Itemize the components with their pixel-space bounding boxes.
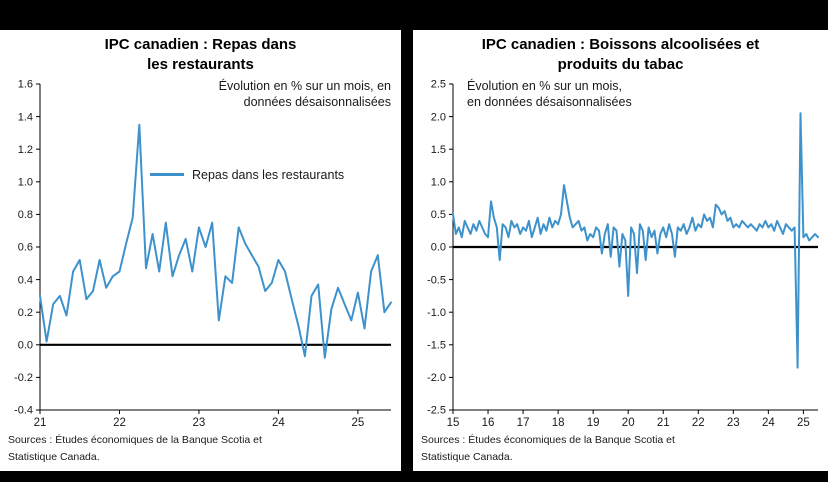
- legend-label: Repas dans les restaurants: [192, 167, 345, 182]
- svg-text:1.0: 1.0: [18, 176, 33, 188]
- svg-text:0.6: 0.6: [18, 241, 33, 253]
- svg-text:0.4: 0.4: [18, 274, 33, 286]
- chart-panel-alcohol-tobacco: IPC canadien : Boissons alcoolisées et p…: [413, 30, 828, 471]
- chart-title-alcohol-tobacco: IPC canadien : Boissons alcoolisées et p…: [481, 36, 760, 74]
- line-chart-restaurants: Évolution en % sur un mois, en données d…: [0, 76, 401, 430]
- chart-annotation: Évolution en % sur un mois, en données d…: [218, 78, 391, 110]
- svg-text:0.2: 0.2: [18, 306, 33, 318]
- svg-text:22: 22: [692, 417, 705, 429]
- svg-text:0.8: 0.8: [18, 209, 33, 221]
- line-chart-alcohol-tobacco: Évolution en % sur un mois, en données d…: [413, 76, 828, 430]
- svg-text:1.5: 1.5: [431, 143, 446, 155]
- svg-text:20: 20: [622, 417, 635, 429]
- svg-text:17: 17: [517, 417, 530, 429]
- sources-note: Sources : Études économiques de la Banqu…: [421, 434, 675, 463]
- svg-text:22: 22: [113, 417, 126, 429]
- chart-panel-restaurants: IPC canadien : Repas dans les restaurant…: [0, 30, 401, 471]
- svg-text:1.2: 1.2: [18, 143, 33, 155]
- svg-text:21: 21: [657, 417, 670, 429]
- svg-text:2.0: 2.0: [431, 111, 446, 123]
- chart-svg: -0.4 -0.2 0.0 0.2 0.4 0.6 0.8 1.0 1.2 1.4 1.6 21 22 2…: [14, 78, 392, 429]
- svg-text:16: 16: [482, 417, 495, 429]
- svg-text:24: 24: [762, 417, 775, 429]
- svg-text:15: 15: [447, 417, 460, 429]
- legend-line-swatch: [150, 173, 184, 176]
- svg-text:25: 25: [351, 417, 364, 429]
- svg-text:21: 21: [34, 417, 47, 429]
- chart-title-restaurants: IPC canadien : Repas dans les restaurant…: [104, 36, 297, 74]
- svg-text:-1.5: -1.5: [427, 339, 446, 351]
- chart-annotation: Évolution en % sur un mois, en données d…: [467, 78, 632, 110]
- chart-legend: Repas dans les restaurants: [150, 168, 344, 182]
- svg-text:-0.5: -0.5: [427, 274, 446, 286]
- svg-text:-2.0: -2.0: [427, 372, 446, 384]
- svg-text:2.5: 2.5: [431, 78, 446, 90]
- svg-text:24: 24: [272, 417, 285, 429]
- svg-text:-0.4: -0.4: [14, 404, 33, 416]
- svg-text:23: 23: [727, 417, 740, 429]
- svg-text:-0.2: -0.2: [14, 372, 33, 384]
- chart-svg: -2.5 -2.0 -1.5 -1.0 -0.5 0.0 0.5 1.0 1.5 2.0 2.5 15…: [427, 78, 819, 429]
- svg-text:23: 23: [193, 417, 206, 429]
- svg-text:25: 25: [797, 417, 810, 429]
- svg-text:0.5: 0.5: [431, 209, 446, 221]
- sources-note: Sources : Études économiques de la Banqu…: [8, 434, 262, 463]
- svg-text:-2.5: -2.5: [427, 404, 446, 416]
- svg-text:1.0: 1.0: [431, 176, 446, 188]
- svg-text:1.6: 1.6: [18, 78, 33, 90]
- svg-text:0.0: 0.0: [431, 241, 446, 253]
- svg-text:18: 18: [552, 417, 565, 429]
- svg-text:0.0: 0.0: [18, 339, 33, 351]
- svg-text:1.4: 1.4: [18, 111, 33, 123]
- svg-text:19: 19: [587, 417, 600, 429]
- svg-text:-1.0: -1.0: [427, 306, 446, 318]
